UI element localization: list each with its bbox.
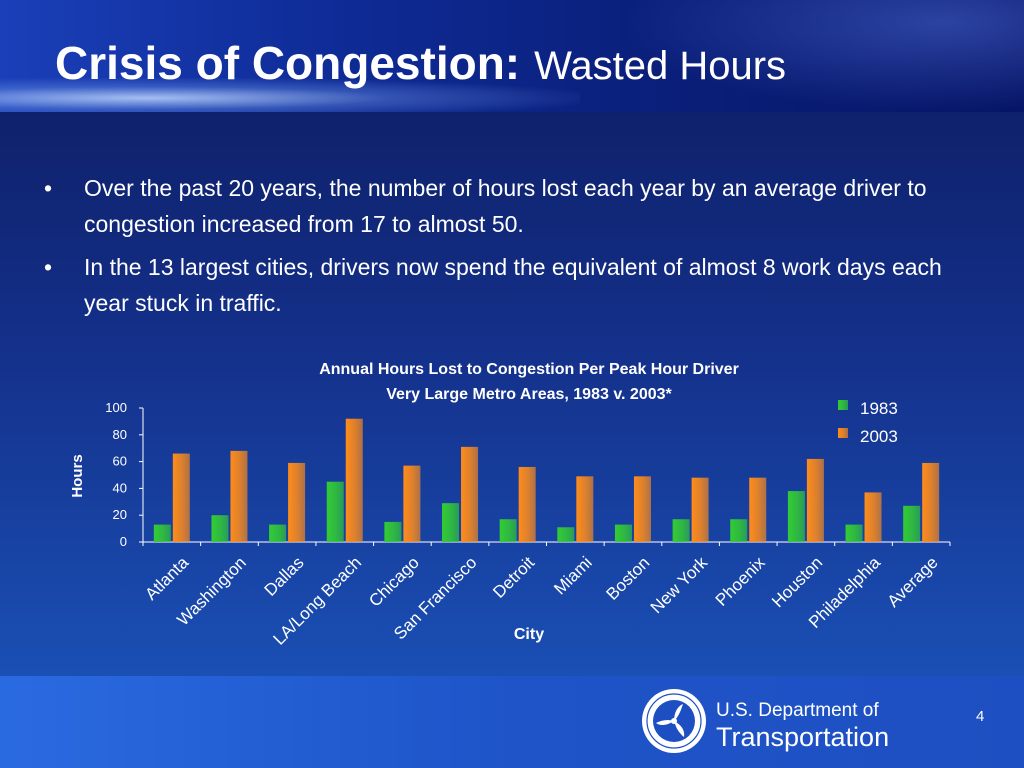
bar-2003 xyxy=(576,476,594,542)
bar-2003 xyxy=(288,462,306,542)
bar-chart: Annual Hours Lost to Congestion Per Peak… xyxy=(69,361,951,649)
x-tick-label: Chicago xyxy=(365,553,423,611)
bar-2003 xyxy=(403,465,421,542)
legend-label: 2003 xyxy=(860,427,898,446)
bullet-item: • Over the past 20 years, the number of … xyxy=(44,170,944,242)
bar-2003 xyxy=(864,492,882,542)
bar-2003 xyxy=(922,462,940,542)
legend: 1983 2003 xyxy=(838,399,898,446)
bar-1983 xyxy=(730,519,748,542)
bar-2003 xyxy=(461,446,479,542)
bar-1983 xyxy=(845,524,863,542)
bar-1983 xyxy=(614,524,632,542)
x-tick-label: Detroit xyxy=(489,553,538,602)
x-tick-label: New York xyxy=(647,553,712,618)
bar-1983 xyxy=(499,519,517,542)
y-tick-label: 100 xyxy=(105,400,127,415)
bar-1983 xyxy=(326,481,344,542)
y-tick-label: 0 xyxy=(120,534,127,549)
bar-2003 xyxy=(633,476,651,542)
y-axis-label: Hours xyxy=(69,454,86,497)
department-name-line1: U.S. Department of xyxy=(716,700,879,721)
bullet-dot: • xyxy=(44,175,53,201)
page-title-light: Wasted Hours xyxy=(534,44,787,88)
legend-swatch xyxy=(838,400,848,410)
title-glow xyxy=(620,0,1024,112)
footer-band xyxy=(0,676,1024,768)
bullet-list: • Over the past 20 years, the number of … xyxy=(44,170,944,328)
x-tick-label: Phoenix xyxy=(712,553,769,610)
title-bar: Crisis of Congestion: Wasted Hours xyxy=(0,0,1024,112)
bar-1983 xyxy=(384,521,402,542)
bar-2003 xyxy=(691,477,709,542)
page-number: 4 xyxy=(976,708,985,725)
bullet-dot: • xyxy=(44,254,53,280)
bar-1983 xyxy=(903,505,921,542)
page-title: Crisis of Congestion: Wasted Hours xyxy=(55,36,786,93)
bullet-item: • In the 13 largest cities, drivers now … xyxy=(44,249,944,321)
bar-2003 xyxy=(230,450,248,542)
bar-2003 xyxy=(345,418,363,542)
x-tick-label: Boston xyxy=(603,553,654,604)
y-tick-label: 20 xyxy=(113,507,127,522)
dot-seal-logo xyxy=(642,689,706,753)
bar-1983 xyxy=(442,503,460,542)
bar-1983 xyxy=(672,519,690,542)
bar-2003 xyxy=(518,466,536,542)
y-tick-label: 60 xyxy=(113,454,127,469)
y-tick-label: 80 xyxy=(113,427,127,442)
title-light-streak xyxy=(0,78,580,112)
x-tick-label: Average xyxy=(884,553,942,611)
chart-title: Annual Hours Lost to Congestion Per Peak… xyxy=(319,361,739,378)
bullet-text: In the 13 largest cities, drivers now sp… xyxy=(84,254,942,316)
bar-2003 xyxy=(749,477,767,542)
bar-1983 xyxy=(153,524,171,542)
page-title-bold: Crisis of Congestion: xyxy=(55,37,521,89)
x-tick-label: Miami xyxy=(550,553,595,598)
bar-1983 xyxy=(269,524,287,542)
legend-label: 1983 xyxy=(860,399,898,418)
y-tick-label: 40 xyxy=(113,480,127,495)
bullet-text: Over the past 20 years, the number of ho… xyxy=(84,175,927,237)
bar-1983 xyxy=(787,491,805,542)
bar-2003 xyxy=(806,458,824,542)
department-name-line2: Transportation xyxy=(716,722,890,752)
bar-2003 xyxy=(172,453,190,542)
x-tick-label: Atlanta xyxy=(141,553,192,604)
x-tick-label: Houston xyxy=(768,553,826,611)
bar-1983 xyxy=(557,527,575,542)
legend-swatch xyxy=(838,428,848,438)
x-tick-label: Dallas xyxy=(261,553,308,600)
x-axis-label: City xyxy=(514,626,544,643)
bar-1983 xyxy=(211,515,229,542)
chart-subtitle: Very Large Metro Areas, 1983 v. 2003* xyxy=(386,386,672,403)
